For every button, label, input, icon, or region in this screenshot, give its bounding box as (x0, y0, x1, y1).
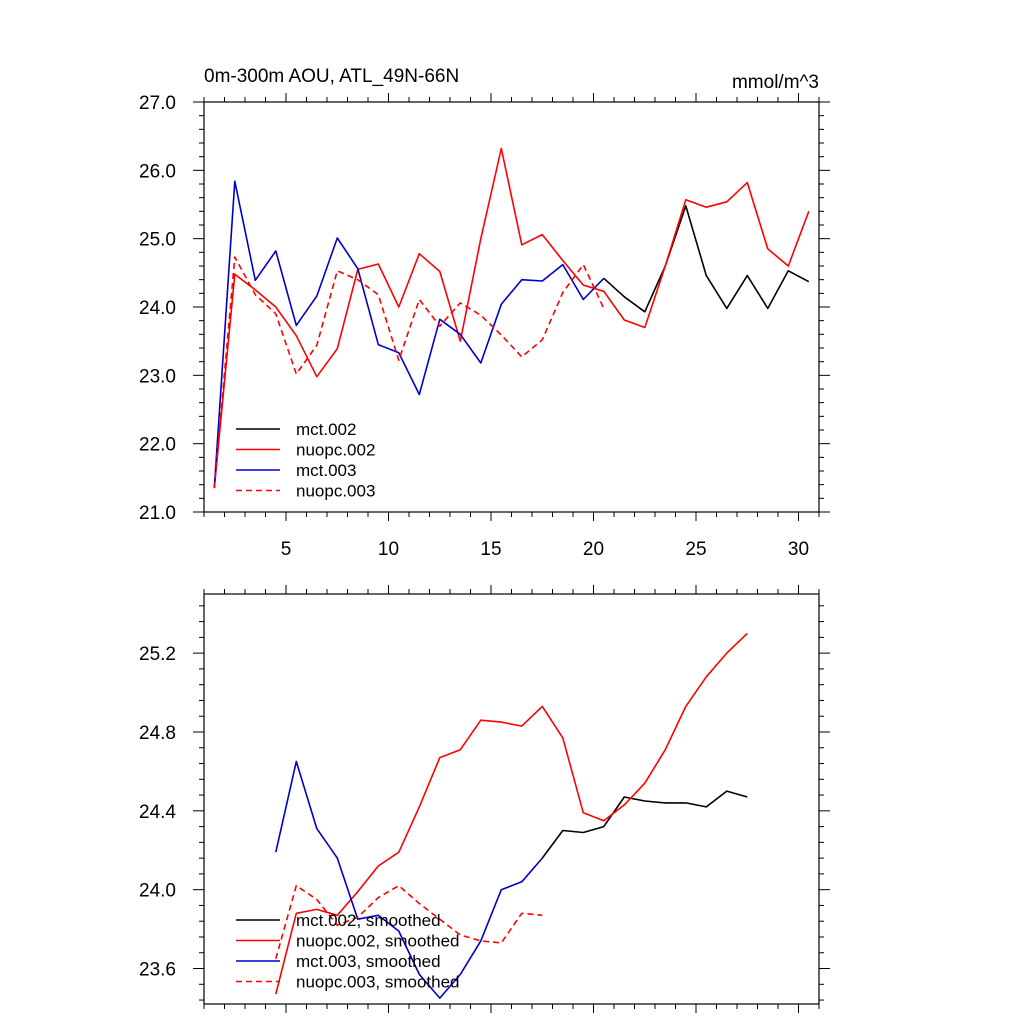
series-line-mct-003-smoothed (275, 760, 543, 999)
legend-label: nuopc.003, smoothed (296, 973, 460, 992)
y-tick-label: 24.0 (139, 881, 176, 902)
bottom-plot-panel: 23.6 24.0 24.4 24.8 25.2 mct.002, smoothed nu… (139, 585, 830, 1013)
top-plot-ticks: 5 10 15 20 25 30 21.0 22.0 23.0 24.0 25.0 26.0 27.0 (139, 93, 830, 560)
series-line-mct-002-smoothed (541, 790, 748, 859)
legend-label: nuopc.002, smoothed (296, 932, 460, 951)
x-tick-label: 25 (685, 539, 706, 560)
y-tick-label: 23.6 (139, 960, 176, 981)
series-line-nuopc-002-smoothed (275, 632, 748, 995)
y-tick-label: 21.0 (139, 503, 176, 524)
top-plot-frame (203, 101, 820, 513)
y-tick-label: 27.0 (139, 93, 176, 114)
x-tick-label: 30 (788, 539, 809, 560)
top-plot-series (213, 147, 810, 489)
y-tick-label: 24.8 (139, 723, 176, 744)
y-tick-label: 25.0 (139, 230, 176, 251)
legend-label: mct.002, smoothed (296, 911, 441, 930)
series-line-nuopc-003-smoothed (275, 884, 543, 959)
legend-label: mct.002 (296, 420, 356, 439)
bottom-plot-legend: mct.002, smoothed nuopc.002, smoothedmct.… (236, 911, 460, 992)
bottom-plot-frame (203, 593, 820, 1005)
y-tick-label: 24.4 (139, 802, 176, 823)
legend-label: mct.003, smoothed (296, 952, 441, 971)
legend-label: nuopc.003 (296, 482, 375, 501)
y-tick-label: 24.0 (139, 298, 176, 319)
x-tick-label: 5 (281, 539, 292, 560)
series-line-mct-002 (603, 205, 810, 313)
x-tick-label: 15 (480, 539, 501, 560)
x-tick-label: 20 (583, 539, 604, 560)
x-tick-label: 10 (378, 539, 399, 560)
top-plot-title: 0m-300m AOU, ATL_49N-66N (204, 66, 459, 87)
y-tick-label: 25.2 (139, 644, 176, 665)
top-plot-units: mmol/m^3 (732, 72, 819, 93)
series-line-nuopc-003 (213, 256, 605, 489)
series-line-mct-003 (213, 180, 605, 489)
bottom-plot-ticks: 23.6 24.0 24.4 24.8 25.2 (139, 585, 830, 1013)
legend-label: nuopc.002 (296, 441, 375, 460)
bottom-plot-series (275, 632, 748, 999)
y-tick-label: 23.0 (139, 366, 176, 387)
y-tick-label: 22.0 (139, 435, 176, 456)
y-tick-label: 26.0 (139, 161, 176, 182)
top-plot-panel: 0m-300m AOU, ATL_49N-66N mmol/m^3 5 10 15 2… (139, 66, 830, 560)
legend-label: mct.003 (296, 461, 356, 480)
series-line-nuopc-002 (213, 147, 810, 489)
